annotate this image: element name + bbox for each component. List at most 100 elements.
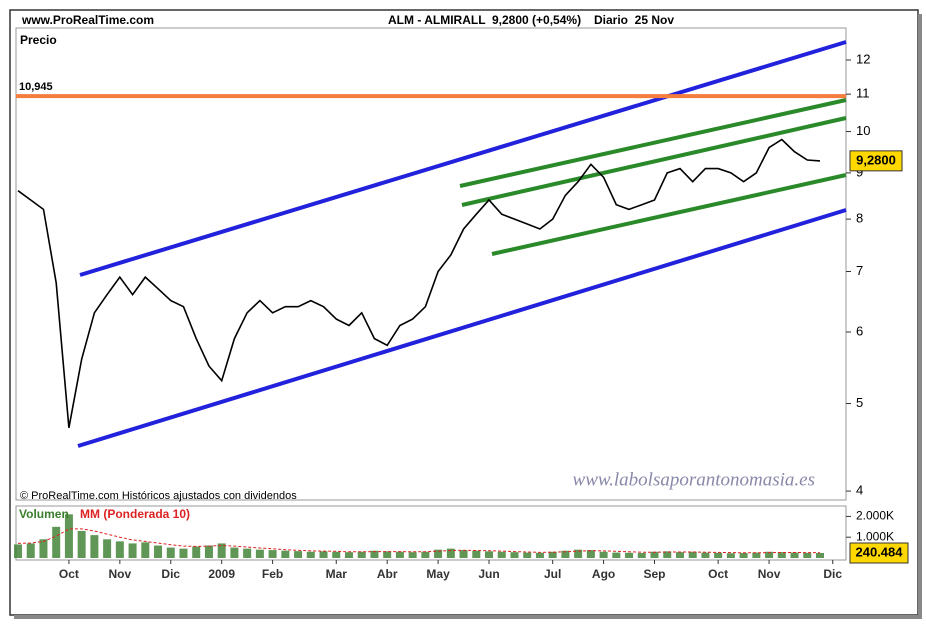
x-tick-label: 2009 [208, 567, 235, 581]
volume-bar [446, 548, 455, 558]
volume-bar [77, 530, 86, 558]
volume-bar [128, 543, 137, 558]
x-tick-label: Nov [758, 567, 781, 581]
trend-channel [459, 98, 847, 256]
period: Diario 25 Nov [594, 13, 674, 27]
trend-line [79, 40, 847, 277]
legend-entry: MM (Ponderada 10) [80, 507, 190, 521]
volume-bar [625, 552, 634, 558]
x-tick-label: Oct [59, 567, 79, 581]
watermark: www.labolsaporantonomasia.es [573, 469, 815, 490]
y-tick-label: 5 [856, 395, 863, 410]
x-tick-label: Abr [377, 567, 398, 581]
volume-bar [459, 550, 468, 558]
volume-bar [268, 550, 277, 558]
x-tick-label: Jul [544, 567, 561, 581]
volume-bar [26, 543, 35, 558]
reference-label: 10,945 [19, 81, 53, 93]
volume-bar [395, 551, 404, 558]
volume-bar [574, 549, 583, 558]
moving-average [17, 528, 821, 554]
volume-bar [765, 551, 774, 558]
volume-bar [383, 551, 392, 558]
volume-bar [675, 552, 684, 558]
volume-bar [281, 550, 290, 558]
trend-line [461, 116, 847, 207]
volume-bar [306, 551, 315, 558]
volume-bar [243, 548, 252, 558]
volume-bar [421, 551, 430, 558]
volume-bar [115, 541, 124, 558]
volume-bar [701, 552, 710, 558]
volume-bar [637, 553, 646, 558]
y-tick-label: 2.000K [856, 509, 894, 523]
volume-bar [510, 552, 519, 558]
frame-shadow [918, 14, 922, 618]
volume-bar [688, 551, 697, 558]
x-tick-label: Mar [326, 567, 348, 581]
volume-bar [739, 553, 748, 558]
x-tick-label: Sep [644, 567, 666, 581]
volume-bar [64, 514, 73, 558]
volume-bar [777, 552, 786, 558]
volume-bar [141, 542, 150, 558]
volume-bar [650, 551, 659, 558]
volume-bar [344, 552, 353, 558]
y-tick-label: 11 [856, 86, 870, 101]
legend-entry: Volumen [19, 507, 69, 521]
x-tick-label: Ago [592, 567, 615, 581]
trend-channel [77, 40, 847, 448]
trend-line [77, 208, 847, 448]
volume-bar [663, 551, 672, 558]
volume-bar [485, 551, 494, 558]
volume-bar [816, 552, 824, 558]
volume-bar [192, 546, 201, 558]
y-tick-label: 8 [856, 211, 863, 226]
volume-bar [790, 552, 799, 558]
x-tick-label: Jun [478, 567, 499, 581]
footnote: © ProRealTime.com Históricos ajustados c… [20, 490, 297, 502]
volume-bar [154, 545, 163, 558]
volume-bar [204, 545, 213, 558]
volume-bar [497, 551, 506, 558]
volume-bar [103, 539, 112, 558]
y-tick-label: 6 [856, 323, 863, 338]
volume-bar [586, 550, 595, 558]
volume-bar [523, 552, 532, 558]
volume-bar [370, 550, 379, 558]
price-line [17, 138, 821, 428]
volume-bar [599, 551, 608, 558]
site: www.ProRealTime.com [21, 13, 154, 27]
volume-bar [294, 551, 303, 558]
volume-bar [561, 550, 570, 558]
volume-bar [548, 551, 557, 558]
volume-bar [752, 552, 761, 558]
y-tick-label: 1.000K [856, 529, 894, 543]
y-tick-label: 10 [856, 123, 870, 138]
y-tick-label: 7 [856, 263, 863, 278]
volume-bar [230, 547, 239, 558]
volume-bar [90, 535, 99, 558]
symbol: ALM - ALMIRALL [388, 13, 486, 27]
x-tick-label: Dic [823, 567, 842, 581]
trend-line [459, 98, 847, 188]
y-tick-label: 4 [856, 483, 863, 498]
volume-bar [255, 549, 264, 558]
price-panel [15, 27, 847, 501]
volume-bar [166, 547, 175, 558]
frame-shadow [14, 615, 922, 619]
volume-bar [803, 552, 812, 558]
x-tick-label: Dic [161, 567, 180, 581]
last-price-box [849, 150, 903, 172]
last-volume-box [849, 542, 909, 564]
y-label: Precio [20, 33, 57, 47]
volume-bar [319, 551, 328, 558]
volume-bar [472, 550, 481, 558]
x-tick-label: May [426, 567, 450, 581]
volume-bar [726, 553, 735, 558]
x-tick-label: Oct [708, 567, 728, 581]
volume-bar [52, 526, 61, 558]
volume-bar [357, 551, 366, 558]
